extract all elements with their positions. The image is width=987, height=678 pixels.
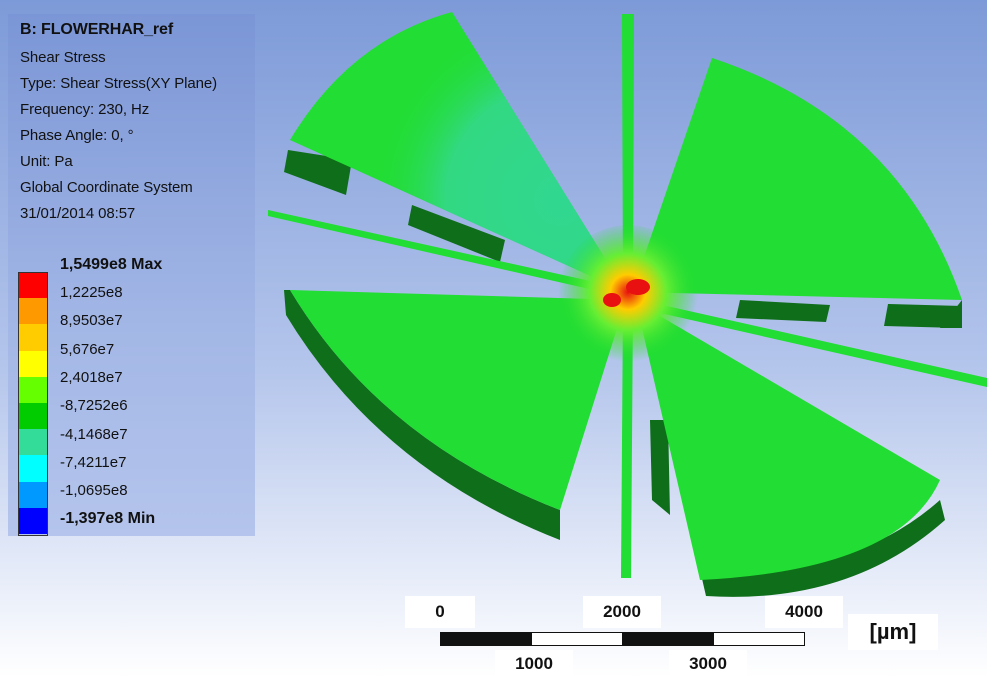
petal-top-left — [284, 12, 626, 292]
result-phase-angle: Phase Angle: 0, ° — [20, 127, 134, 144]
scale-segment-3 — [622, 632, 714, 646]
legend-min-label: -1,397e8 Min — [60, 510, 156, 527]
result-name: Shear Stress — [20, 49, 106, 66]
petal-top-left-lug-2 — [408, 205, 505, 262]
legend-swatch — [18, 376, 48, 403]
legend-swatch — [18, 403, 48, 430]
legend-swatch — [18, 507, 48, 534]
scale-label-1000: 1000 — [495, 650, 573, 678]
scale-segment-1 — [440, 632, 532, 646]
legend-level: -1,0695e8 — [60, 482, 128, 499]
result-coordinate-system: Global Coordinate System — [20, 179, 193, 196]
scale-segment-2 — [531, 632, 623, 646]
legend-swatch — [18, 272, 48, 299]
result-title: B: FLOWERHAR_ref — [20, 21, 174, 38]
arm-bottom — [621, 305, 633, 578]
scale-unit-label: [µm] — [848, 614, 938, 650]
legend-level: 8,9503e7 — [60, 312, 123, 329]
legend-panel: B: FLOWERHAR_ref Shear Stress Type: Shea… — [8, 14, 255, 536]
petal-top-left-lug-1 — [284, 150, 352, 195]
scale-label-3000: 3000 — [669, 650, 747, 678]
arm-top — [622, 14, 634, 290]
result-type: Type: Shear Stress(XY Plane) — [20, 75, 218, 92]
legend-level: 1,2225e8 — [60, 284, 123, 301]
legend-swatch — [18, 350, 48, 377]
legend-swatch — [18, 481, 48, 508]
scale-label-0: 0 — [405, 596, 475, 628]
scale-label-4000: 4000 — [765, 596, 843, 628]
petal-top-right-face — [632, 58, 962, 300]
arm-left — [268, 210, 622, 296]
legend-swatch — [18, 429, 48, 456]
arms — [268, 14, 987, 578]
petal-bottom-left — [284, 290, 626, 540]
legend-level: -7,4211e7 — [60, 454, 127, 471]
result-unit: Unit: Pa — [20, 153, 73, 170]
legend-swatch — [18, 324, 48, 351]
scale-label-2000: 2000 — [583, 596, 661, 628]
result-timestamp: 31/01/2014 08:57 — [20, 205, 136, 222]
legend-level: -8,7252e6 — [60, 397, 128, 414]
petal-top-right — [632, 58, 962, 328]
arm-right — [638, 300, 987, 387]
scale-segment-4 — [713, 632, 805, 646]
legend-level: 5,676e7 — [60, 341, 115, 358]
petal-bottom-left-face — [290, 290, 626, 510]
stress-hotspot — [558, 225, 698, 365]
hotspot-max — [626, 279, 650, 295]
legend-swatch — [18, 455, 48, 482]
petal-bottom-right-face — [636, 302, 940, 580]
legend-swatch — [18, 298, 48, 325]
legend-level: 2,4018e7 — [60, 369, 123, 386]
petal-bottom-right — [636, 302, 945, 597]
legend-max-label: 1,5499e8 Max — [60, 256, 163, 273]
legend-level: -4,1468e7 — [60, 426, 128, 443]
result-frequency: Frequency: 230, Hz — [20, 101, 150, 118]
hotspot-secondary — [603, 293, 621, 307]
